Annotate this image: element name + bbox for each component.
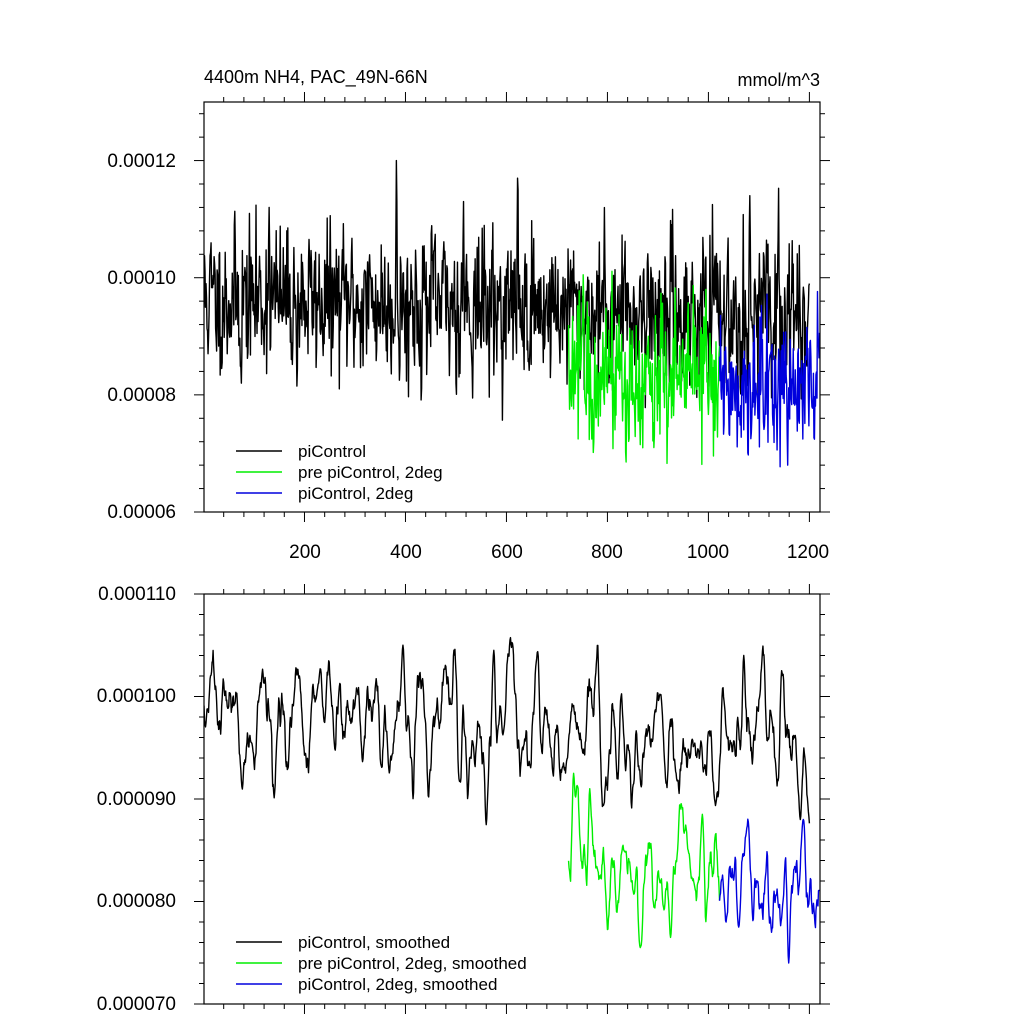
top-chart-title: 4400m NH4, PAC_49N-66N xyxy=(204,67,428,88)
bottom-y-tick-label: 0.000070 xyxy=(97,994,176,1015)
bottom-series-layer xyxy=(204,636,820,964)
bottom-series-line-picontrol-smoothed xyxy=(204,636,811,826)
bottom-axis-ticks xyxy=(194,584,830,1014)
legend-label: piControl xyxy=(298,442,366,461)
x-tick-label: 800 xyxy=(591,542,623,563)
top-y-tick-label: 0.00010 xyxy=(107,268,176,289)
legend-label: piControl, smoothed xyxy=(298,933,450,952)
bottom-series-line-picontrol-2deg-smoothed xyxy=(718,818,820,964)
bottom-series-line-pre-picontrol-2deg-smoothed xyxy=(567,772,721,949)
x-tick-label: 200 xyxy=(289,542,321,563)
top-y-tick-labels: 0.00006 0.00008 0.00010 0.00012 xyxy=(107,151,176,523)
top-panel: 4400m NH4, PAC_49N-66N mmol/m^3 0.00006 … xyxy=(107,67,830,563)
legend-label: pre piControl, 2deg xyxy=(298,463,443,482)
x-tick-label: 600 xyxy=(491,542,523,563)
bottom-panel: 0.000070 0.000080 0.000090 0.000100 0.00… xyxy=(97,584,830,1015)
x-tick-label: 400 xyxy=(390,542,422,563)
bottom-y-tick-labels: 0.000070 0.000080 0.000090 0.000100 0.00… xyxy=(97,584,176,1015)
top-series-layer xyxy=(204,159,820,468)
top-series-line-picontrol-2deg xyxy=(718,290,820,468)
bottom-y-tick-label: 0.000100 xyxy=(97,686,176,707)
top-plot-frame xyxy=(203,101,821,513)
top-series-line-picontrol xyxy=(204,159,811,421)
top-y-tick-label: 0.00008 xyxy=(107,385,176,406)
top-x-tick-labels: 200 400 600 800 1000 1200 xyxy=(289,542,829,563)
x-tick-label: 1000 xyxy=(687,542,729,563)
legend-label: piControl, 2deg, smoothed xyxy=(298,975,497,994)
top-axis-ticks xyxy=(194,92,830,522)
bottom-y-tick-label: 0.000090 xyxy=(97,789,176,810)
top-chart-units-label: mmol/m^3 xyxy=(738,70,820,90)
x-tick-label: 1200 xyxy=(787,542,829,563)
top-legend: piControl pre piControl, 2deg piControl,… xyxy=(236,442,443,503)
top-series-line-pre-picontrol-2deg xyxy=(567,270,721,466)
bottom-y-tick-label: 0.000080 xyxy=(97,891,176,912)
legend-label: pre piControl, 2deg, smoothed xyxy=(298,954,527,973)
top-y-tick-label: 0.00006 xyxy=(107,502,176,523)
bottom-y-tick-label: 0.000110 xyxy=(98,584,176,605)
bottom-legend: piControl, smoothed pre piControl, 2deg,… xyxy=(236,933,527,994)
top-y-tick-label: 0.00012 xyxy=(107,151,176,172)
legend-label: piControl, 2deg xyxy=(298,484,413,503)
